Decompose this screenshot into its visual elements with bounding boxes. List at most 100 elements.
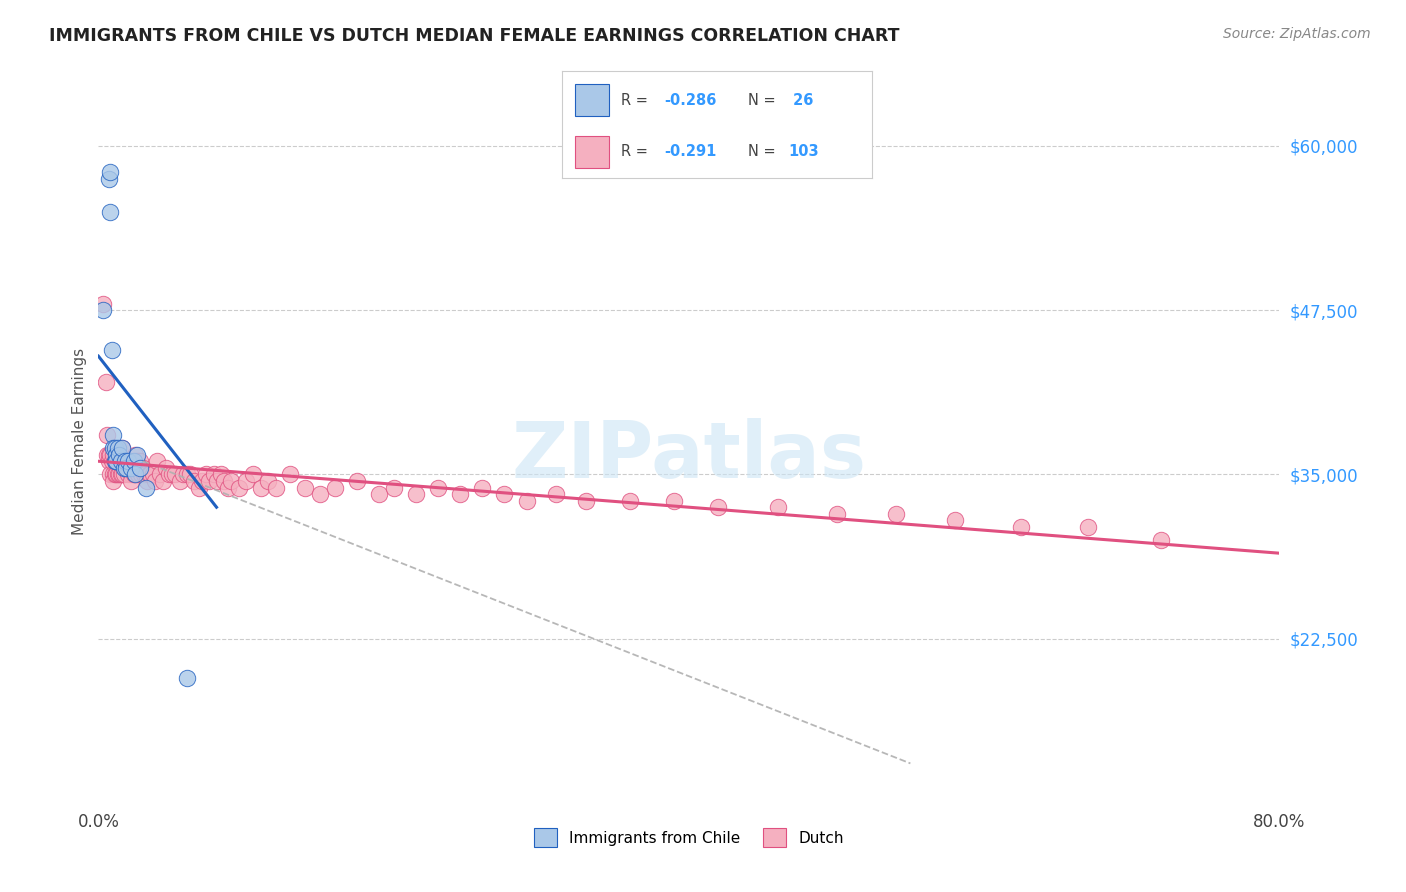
Legend: Immigrants from Chile, Dutch: Immigrants from Chile, Dutch <box>527 822 851 853</box>
Point <box>257 474 280 488</box>
Point <box>98 204 121 219</box>
Point <box>309 487 332 501</box>
Point <box>157 467 180 482</box>
Point <box>183 474 205 488</box>
Point <box>209 467 232 482</box>
Point <box>91 296 114 310</box>
Point <box>110 454 132 468</box>
Point <box>280 467 302 482</box>
Point <box>115 454 138 468</box>
Point <box>115 460 138 475</box>
Point <box>107 441 129 455</box>
Point <box>120 460 142 475</box>
Point <box>1010 520 1032 534</box>
Point <box>546 487 568 501</box>
Point <box>198 474 221 488</box>
Point <box>104 454 127 468</box>
Point <box>165 467 187 482</box>
Point <box>242 467 264 482</box>
Point <box>382 481 405 495</box>
Point <box>105 448 128 462</box>
Point <box>516 493 538 508</box>
Point <box>112 460 135 475</box>
Point <box>294 481 316 495</box>
Point <box>179 467 201 482</box>
Point <box>176 467 198 482</box>
Point <box>125 448 148 462</box>
Point <box>112 467 135 482</box>
Point <box>162 467 183 482</box>
Point <box>132 460 155 475</box>
Point <box>129 467 152 482</box>
Point <box>143 474 166 488</box>
Point <box>100 454 122 468</box>
Point <box>575 493 598 508</box>
Point <box>134 467 156 482</box>
Point <box>103 428 125 442</box>
Point <box>169 474 191 488</box>
Text: -0.291: -0.291 <box>665 145 717 159</box>
Point <box>104 467 127 482</box>
Point <box>96 448 118 462</box>
Point <box>172 467 194 482</box>
Point <box>155 460 177 475</box>
Point <box>346 474 368 488</box>
Point <box>111 441 134 455</box>
Point <box>943 513 966 527</box>
Point <box>104 454 127 468</box>
Point <box>228 481 250 495</box>
Point <box>105 454 128 468</box>
Point <box>139 467 162 482</box>
Point <box>191 474 214 488</box>
Text: -0.286: -0.286 <box>665 93 717 108</box>
Point <box>121 460 143 475</box>
Point <box>142 467 165 482</box>
Point <box>114 460 136 475</box>
Point <box>187 481 209 495</box>
Y-axis label: Median Female Earnings: Median Female Earnings <box>72 348 87 535</box>
Point <box>98 467 121 482</box>
Point <box>127 467 149 482</box>
Text: Source: ZipAtlas.com: Source: ZipAtlas.com <box>1223 27 1371 41</box>
Point <box>100 343 122 357</box>
Point <box>103 448 125 462</box>
Point <box>205 474 228 488</box>
Point <box>619 493 641 508</box>
Point <box>212 474 235 488</box>
Point <box>125 454 148 468</box>
Point <box>250 481 273 495</box>
Point <box>494 487 516 501</box>
Point <box>118 454 141 468</box>
Point <box>664 493 686 508</box>
Point <box>264 481 287 495</box>
Point <box>105 467 128 482</box>
Point <box>108 448 131 462</box>
Point <box>471 481 494 495</box>
Point <box>117 454 139 468</box>
Point <box>122 454 145 468</box>
Point <box>136 474 159 488</box>
Point <box>97 448 120 462</box>
Point <box>707 500 730 515</box>
Text: R =: R = <box>621 93 652 108</box>
Point <box>98 165 121 179</box>
Point <box>124 467 146 482</box>
Point <box>111 467 134 482</box>
Point <box>108 448 131 462</box>
Point <box>103 441 125 455</box>
Text: ZIPatlas: ZIPatlas <box>512 418 866 494</box>
Point <box>91 303 114 318</box>
FancyBboxPatch shape <box>575 136 609 168</box>
Point <box>235 474 257 488</box>
Point <box>124 448 146 462</box>
Point <box>105 441 128 455</box>
Point <box>114 454 136 468</box>
Point <box>221 474 243 488</box>
Point <box>1150 533 1173 547</box>
Point <box>117 460 139 475</box>
Point <box>176 671 198 685</box>
Point <box>146 454 169 468</box>
Point <box>97 454 120 468</box>
Point <box>128 454 150 468</box>
Point <box>110 454 132 468</box>
